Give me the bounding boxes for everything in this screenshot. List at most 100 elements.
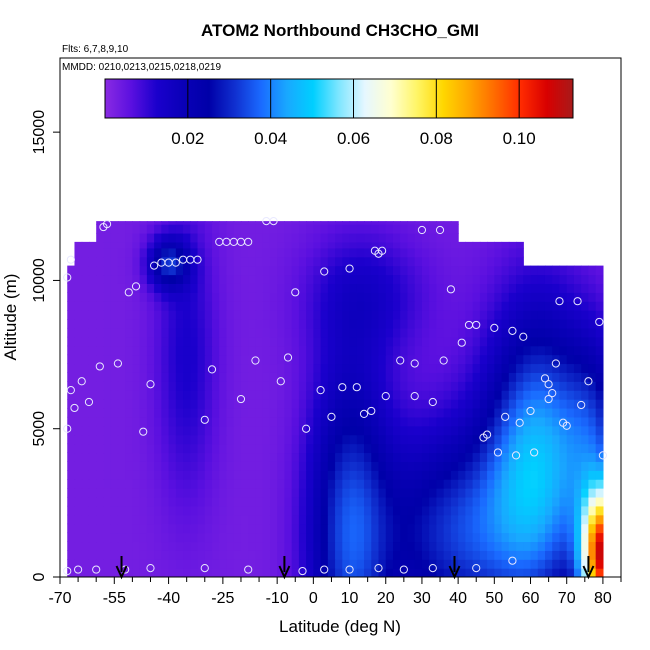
heatmap-cell bbox=[335, 224, 343, 234]
heatmap-cell bbox=[197, 559, 206, 569]
heatmap-cell bbox=[125, 425, 133, 436]
heatmap-cell bbox=[81, 372, 90, 382]
heatmap-cell bbox=[392, 479, 401, 489]
heatmap-cell bbox=[161, 532, 170, 543]
heatmap-cell bbox=[392, 221, 401, 225]
heatmap-cell bbox=[161, 443, 170, 454]
heatmap-cell bbox=[530, 488, 539, 498]
heatmap-cell bbox=[371, 224, 380, 234]
heatmap-cell bbox=[277, 232, 285, 243]
sample-point bbox=[544, 380, 553, 389]
heatmap-cell bbox=[458, 443, 466, 454]
heatmap-cell bbox=[240, 452, 249, 462]
heatmap-cell bbox=[233, 407, 242, 418]
heatmap-cell bbox=[88, 318, 97, 329]
heatmap-cell bbox=[306, 514, 314, 525]
heatmap-cell bbox=[306, 568, 314, 577]
heatmap-cell bbox=[248, 221, 257, 225]
heatmap-cell bbox=[450, 265, 459, 276]
heatmap-cell bbox=[197, 232, 206, 243]
heatmap-cell bbox=[139, 292, 148, 302]
heatmap-cell bbox=[204, 372, 213, 382]
heatmap-cell bbox=[421, 568, 430, 577]
heatmap-cell bbox=[407, 247, 416, 258]
heatmap-cell bbox=[559, 479, 568, 489]
heatmap-cell bbox=[588, 372, 597, 382]
heatmap-cell bbox=[226, 292, 235, 302]
heatmap-cell bbox=[67, 318, 76, 329]
sample-point bbox=[193, 255, 202, 264]
heatmap-cell bbox=[168, 461, 177, 471]
heatmap-cell bbox=[117, 496, 126, 507]
heatmap-cell bbox=[356, 345, 365, 356]
heatmap-cell bbox=[566, 407, 575, 418]
heatmap-cell bbox=[356, 568, 365, 577]
heatmap-cell bbox=[559, 488, 568, 498]
heatmap-cell bbox=[204, 488, 213, 498]
heatmap-cell bbox=[414, 363, 423, 373]
heatmap-cell bbox=[320, 232, 329, 243]
heatmap-cell bbox=[342, 523, 351, 534]
heatmap-cell bbox=[183, 363, 191, 373]
heatmap-cell bbox=[465, 470, 474, 480]
heatmap-cell bbox=[479, 310, 488, 320]
heatmap-cell bbox=[429, 232, 438, 243]
heatmap-cell bbox=[197, 443, 206, 454]
heatmap-cell bbox=[81, 479, 90, 489]
heatmap-cell bbox=[132, 256, 141, 267]
heatmap-cell bbox=[414, 372, 423, 382]
heatmap-cell bbox=[458, 532, 466, 543]
heatmap-cell bbox=[356, 283, 365, 293]
heatmap-cell bbox=[110, 247, 119, 258]
heatmap-cell bbox=[298, 496, 307, 507]
heatmap-cell bbox=[588, 274, 597, 284]
heatmap-cell bbox=[125, 470, 133, 480]
heatmap-cell bbox=[516, 443, 524, 454]
heatmap-cell bbox=[233, 541, 242, 551]
sample-point bbox=[298, 566, 307, 576]
sample-point bbox=[70, 403, 79, 413]
heatmap-cell bbox=[573, 310, 582, 320]
heatmap-cell bbox=[291, 488, 300, 498]
heatmap-cell bbox=[320, 310, 329, 320]
heatmap-cell bbox=[233, 390, 242, 400]
heatmap-cell bbox=[421, 318, 430, 329]
heatmap-cell bbox=[465, 568, 474, 577]
heatmap-cell bbox=[552, 345, 561, 356]
heatmap-cell bbox=[472, 523, 481, 534]
heatmap-cell bbox=[530, 345, 539, 356]
heatmap-cell bbox=[320, 327, 329, 338]
heatmap-cell bbox=[269, 461, 278, 471]
heatmap-cell bbox=[190, 416, 199, 427]
heatmap-cell bbox=[240, 479, 249, 489]
heatmap-cell bbox=[581, 505, 590, 516]
heatmap-cell bbox=[371, 550, 380, 560]
heatmap-cell bbox=[436, 559, 445, 569]
heatmap-cell bbox=[298, 514, 307, 525]
heatmap-cell bbox=[530, 301, 539, 311]
heatmap-cell bbox=[212, 434, 220, 445]
heatmap-cell bbox=[378, 470, 387, 480]
x-tick-label: -70 bbox=[48, 590, 71, 607]
sample-point bbox=[251, 356, 260, 365]
heatmap-cell bbox=[429, 425, 438, 436]
heatmap-cell bbox=[588, 345, 597, 356]
heatmap-cell bbox=[204, 247, 213, 258]
heatmap-cell bbox=[385, 274, 394, 284]
heatmap-cell bbox=[139, 568, 148, 577]
heatmap-cell bbox=[183, 399, 191, 409]
heatmap-cell bbox=[516, 532, 524, 543]
heatmap-cell bbox=[306, 345, 314, 356]
heatmap-cell bbox=[385, 523, 394, 534]
heatmap-cell bbox=[117, 416, 126, 427]
heatmap-cell bbox=[175, 407, 184, 418]
heatmap-cell bbox=[400, 310, 409, 320]
heatmap-cell bbox=[487, 310, 495, 320]
heatmap-cell bbox=[240, 541, 249, 551]
heatmap-cell bbox=[204, 354, 213, 365]
heatmap-cell bbox=[523, 496, 532, 507]
heatmap-cell bbox=[443, 327, 452, 338]
heatmap-cell bbox=[168, 301, 177, 311]
heatmap-cell bbox=[566, 488, 575, 498]
heatmap-cell bbox=[479, 372, 488, 382]
